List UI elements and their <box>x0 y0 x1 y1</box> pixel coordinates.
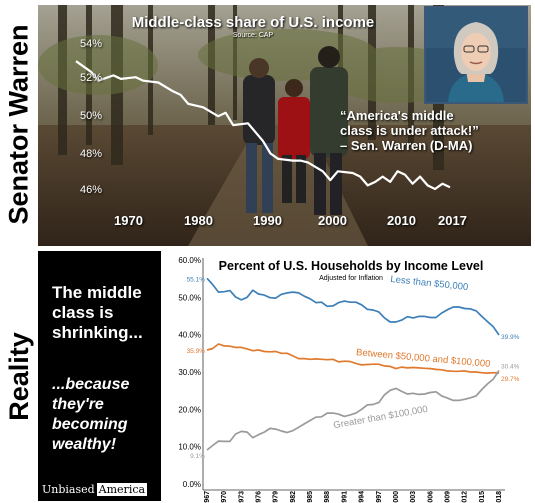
series-line <box>206 277 500 336</box>
series-start-label: 35.9% <box>187 348 206 355</box>
series-start-label: 9.1% <box>190 453 205 460</box>
x-tick-label: 2018 <box>496 491 503 503</box>
quote-line-1: “America's middle <box>340 108 454 123</box>
x-tick-label: 2003 <box>410 491 417 503</box>
y-tick-54: 54% <box>80 38 103 50</box>
claim-text: The middle class is shrinking... <box>52 283 143 342</box>
series-end-label: 29.7% <box>501 376 520 383</box>
series-line <box>206 370 500 451</box>
quote-line-3: – Sen. Warren (D-MA) <box>340 138 473 153</box>
quote-line-2: class is under attack!” <box>340 123 479 138</box>
y-tick-52: 52% <box>80 72 103 84</box>
series-name-label: Less than $50,000 <box>390 274 469 293</box>
x-tick-labels: 1967 1970 1973 1976 1979 1982 1985 1988 1991 1994… <box>204 491 503 503</box>
x-tick-label: 2012 <box>462 491 469 503</box>
bottom-chart-subtitle: Adjusted for Inflation <box>319 275 383 282</box>
x-tick-1990: 1990 <box>253 213 282 228</box>
brand-part-2: America <box>96 483 148 496</box>
x-tick-label: 1991 <box>341 491 348 503</box>
series-line <box>206 343 500 374</box>
y-tick-label: 30.0% <box>178 368 201 377</box>
y-tick-label: 20.0% <box>178 405 201 414</box>
y-tick-48: 48% <box>80 148 103 160</box>
x-tick-label: 2000 <box>393 491 400 503</box>
series-lines <box>206 277 500 451</box>
brand-part-1: Unbiased <box>42 483 95 496</box>
x-tick-label: 1985 <box>307 491 314 503</box>
middle-class-share-line <box>75 60 451 191</box>
panel-label-reality: Reality <box>0 250 38 503</box>
reason-text: ...because they're becoming wealthy! <box>52 376 130 453</box>
x-tick-label: 1982 <box>290 491 297 503</box>
middle-class-share-series <box>75 60 451 191</box>
x-tick-label: 1970 <box>221 491 228 503</box>
side-label-text: Reality <box>3 332 34 421</box>
x-tick-label: 1979 <box>273 491 280 503</box>
x-tick-label: 2006 <box>427 491 434 503</box>
y-tick-label: 60.0% <box>178 256 201 265</box>
warren-panel: Senator Warren <box>0 0 535 248</box>
x-tick-2010: 2010 <box>387 213 416 228</box>
y-tick-50: 50% <box>80 110 103 122</box>
series-end-label: 39.9% <box>501 334 520 341</box>
y-tick-label: 40.0% <box>178 331 201 340</box>
households-chart-svg: Percent of U.S. Households by Income Lev… <box>178 256 520 503</box>
y-tick-46: 46% <box>80 184 103 196</box>
warren-quote: “America's middle class is under attack!… <box>340 108 490 153</box>
x-tick-1970: 1970 <box>114 213 143 228</box>
x-tick-2000: 2000 <box>318 213 347 228</box>
y-tick-labels: 0.0% 10.0% 20.0% 30.0% 40.0% 50.0% 60.0% <box>178 256 201 489</box>
series-end-label: 30.4% <box>501 364 520 371</box>
series-name-label: Greater than $100,000 <box>333 404 429 431</box>
warren-portrait <box>426 8 526 102</box>
x-tick-2017: 2017 <box>438 213 467 228</box>
top-chart-source: Source: CAP <box>232 32 274 39</box>
warren-video-inset <box>424 6 528 104</box>
claim-box: The middle class is shrinking... ...beca… <box>38 251 161 501</box>
brand-logo: Unbiased America <box>42 483 148 496</box>
bottom-chart-title: Percent of U.S. Households by Income Lev… <box>219 259 484 273</box>
households-income-chart: Percent of U.S. Households by Income Lev… <box>161 250 535 503</box>
x-tick-label: 2015 <box>479 491 486 503</box>
x-tick-label: 1973 <box>238 491 245 503</box>
x-tick-1980: 1980 <box>184 213 213 228</box>
top-chart-title: Middle-class share of U.S. income <box>131 14 375 31</box>
family-walking <box>243 46 348 215</box>
series-name-label: Between $50,000 and $100,000 <box>356 347 491 370</box>
panel-label-senator-warren: Senator Warren <box>0 0 38 248</box>
x-tick-label: 2009 <box>445 491 452 503</box>
x-tick-label: 1988 <box>324 491 331 503</box>
side-label-text: Senator Warren <box>3 23 34 225</box>
x-tick-label: 1976 <box>256 491 263 503</box>
y-tick-label: 0.0% <box>183 480 201 489</box>
x-tick-label: 1997 <box>376 491 383 503</box>
y-tick-label: 50.0% <box>178 293 201 302</box>
x-tick-label: 1967 <box>204 491 211 503</box>
x-tick-label: 1994 <box>359 491 366 503</box>
y-tick-label: 10.0% <box>178 443 201 452</box>
series-start-label: 55.1% <box>187 276 206 283</box>
